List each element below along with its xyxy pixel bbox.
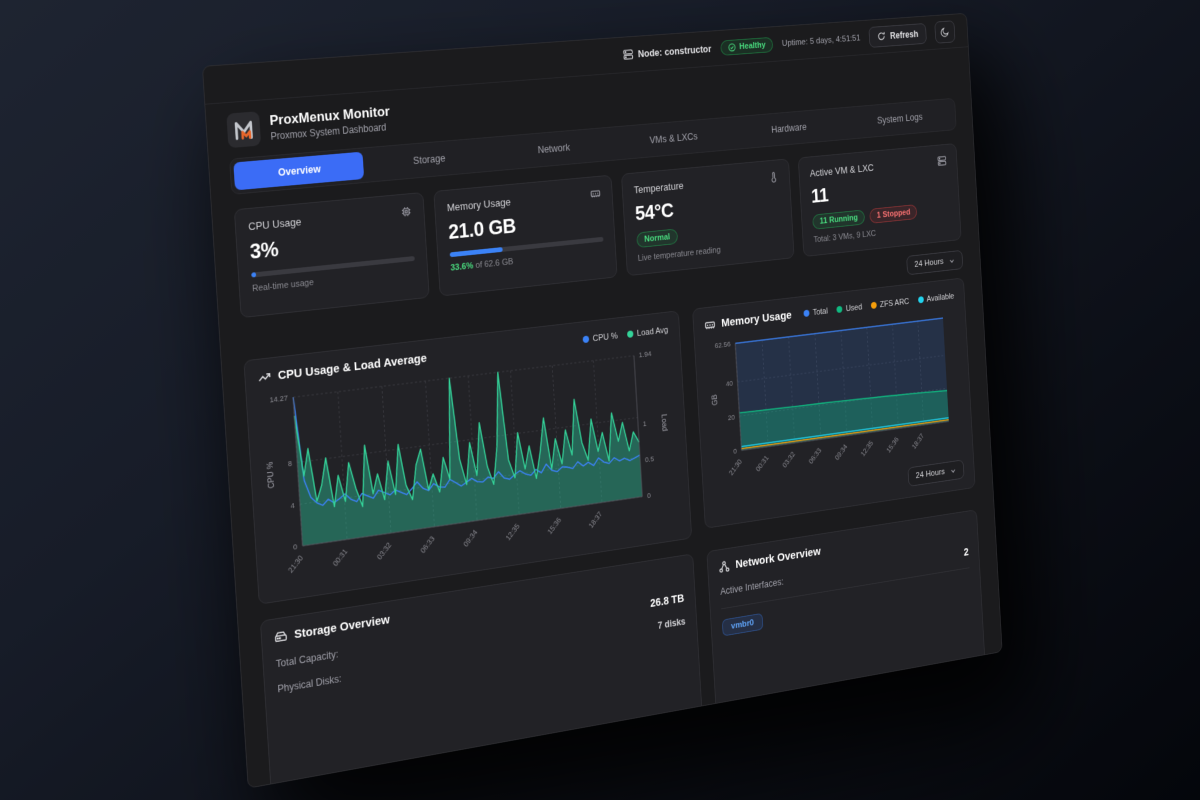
node-label: Node: constructor bbox=[638, 43, 712, 59]
memory-chart-card: Memory Usage Total Used ZFS ARC Available 0… bbox=[692, 278, 975, 529]
memory-chart-title: Memory Usage bbox=[704, 309, 792, 332]
svg-text:CPU %: CPU % bbox=[266, 461, 276, 489]
server-icon bbox=[622, 48, 633, 60]
svg-text:0: 0 bbox=[293, 542, 298, 552]
check-circle-icon bbox=[728, 42, 737, 52]
svg-text:18:37: 18:37 bbox=[910, 432, 925, 451]
network-icon bbox=[718, 560, 729, 574]
svg-text:0.5: 0.5 bbox=[645, 454, 655, 464]
refresh-button[interactable]: Refresh bbox=[869, 23, 927, 48]
svg-text:00:31: 00:31 bbox=[331, 547, 349, 568]
network-overview-card: Network Overview Active Interfaces: 2 vm… bbox=[706, 509, 986, 732]
svg-text:18:37: 18:37 bbox=[587, 510, 604, 530]
legend-item: Used bbox=[837, 302, 863, 314]
cpu-chart-legend: CPU % Load Avg bbox=[583, 325, 669, 344]
svg-text:15:36: 15:36 bbox=[885, 435, 900, 454]
thermometer-icon bbox=[768, 171, 778, 183]
time-range-select[interactable]: 24 Hours bbox=[906, 250, 963, 275]
svg-text:15:36: 15:36 bbox=[546, 516, 563, 536]
svg-text:Load: Load bbox=[660, 414, 669, 432]
vm-card-label: Active VM & LXC bbox=[810, 162, 875, 179]
svg-text:12:35: 12:35 bbox=[859, 439, 874, 458]
vms-stopped-badge: 1 Stopped bbox=[869, 204, 917, 224]
moon-icon bbox=[940, 26, 949, 37]
cpu-load-chart-card: CPU Usage & Load Average CPU % Load Avg 0… bbox=[243, 310, 692, 604]
uptime-text: Uptime: 5 days, 4:51:51 bbox=[782, 33, 861, 48]
active-vm-lxc-card: Active VM & LXC 11 11 Running 1 Stopped … bbox=[798, 143, 962, 257]
svg-text:03:32: 03:32 bbox=[375, 541, 393, 562]
svg-text:40: 40 bbox=[726, 379, 734, 388]
health-status-badge: Healthy bbox=[720, 37, 773, 56]
svg-text:62.56: 62.56 bbox=[715, 340, 731, 350]
legend-item: Total bbox=[803, 306, 828, 318]
trending-up-icon bbox=[257, 370, 271, 385]
theme-toggle-button[interactable] bbox=[934, 20, 955, 43]
refresh-icon bbox=[877, 31, 886, 41]
legend-item: Available bbox=[918, 291, 955, 304]
vms-running-badge: 11 Running bbox=[812, 209, 865, 229]
svg-text:06:33: 06:33 bbox=[419, 534, 437, 554]
svg-text:21:30: 21:30 bbox=[727, 458, 743, 477]
svg-text:1.94: 1.94 bbox=[639, 350, 653, 360]
svg-text:0: 0 bbox=[647, 491, 651, 500]
dashboard-window: Node: constructor Healthy Uptime: 5 days… bbox=[202, 13, 1003, 789]
svg-text:0: 0 bbox=[733, 447, 737, 456]
svg-text:09:34: 09:34 bbox=[462, 528, 480, 549]
server-icon bbox=[937, 155, 947, 167]
svg-text:1: 1 bbox=[643, 419, 647, 428]
cpu-icon bbox=[400, 205, 412, 218]
cpu-load-chart: 0 4 8 14.27 0 0.5 1 1.94 21:30 00:31 03:32 06:33 09:… bbox=[259, 344, 680, 591]
svg-text:03:32: 03:32 bbox=[781, 450, 797, 469]
cpu-card-label: CPU Usage bbox=[248, 215, 302, 232]
memory-card-label: Memory Usage bbox=[447, 196, 511, 214]
physical-disks-value: 7 disks bbox=[657, 616, 685, 631]
legend-item: ZFS ARC bbox=[871, 297, 910, 310]
cpu-usage-card: CPU Usage 3% Real-time usage bbox=[234, 192, 430, 318]
memory-icon bbox=[704, 318, 715, 331]
legend-item: Load Avg bbox=[627, 325, 668, 339]
memory-time-range-select[interactable]: 24 Hours bbox=[908, 460, 965, 487]
active-interfaces-count: 2 bbox=[963, 546, 968, 558]
node-indicator: Node: constructor bbox=[622, 43, 711, 61]
svg-text:09:34: 09:34 bbox=[833, 442, 849, 462]
total-capacity-value: 26.8 TB bbox=[650, 592, 685, 610]
svg-text:12:35: 12:35 bbox=[504, 522, 521, 542]
chevron-down-icon bbox=[948, 256, 955, 265]
temperature-status-badge: Normal bbox=[636, 229, 678, 248]
app-titles: ProxMenux Monitor Proxmox System Dashboa… bbox=[269, 104, 391, 143]
chevron-down-icon bbox=[950, 466, 957, 475]
svg-text:21:30: 21:30 bbox=[286, 554, 304, 575]
svg-text:20: 20 bbox=[728, 413, 736, 422]
interface-chip: vmbr0 bbox=[722, 613, 763, 636]
memory-progress-fill bbox=[450, 247, 503, 257]
svg-text:8: 8 bbox=[288, 459, 293, 469]
memory-usage-card: Memory Usage 21.0 GB 33.6% of 62.6 GB bbox=[433, 175, 617, 297]
proxmenux-logo bbox=[226, 111, 261, 148]
legend-item: CPU % bbox=[583, 331, 618, 344]
svg-text:14.27: 14.27 bbox=[269, 394, 288, 405]
svg-text:GB: GB bbox=[711, 394, 719, 406]
main-content: CPU Usage 3% Real-time usage Memory Usag… bbox=[211, 128, 1002, 788]
hard-drive-icon bbox=[274, 629, 288, 645]
svg-text:4: 4 bbox=[290, 501, 295, 511]
temperature-card-label: Temperature bbox=[633, 180, 683, 196]
cpu-progress-fill bbox=[251, 272, 256, 277]
memory-icon bbox=[590, 187, 601, 200]
svg-text:00:31: 00:31 bbox=[754, 454, 770, 473]
temperature-card: Temperature 54°C Normal Live temperature… bbox=[621, 158, 794, 276]
svg-text:06:33: 06:33 bbox=[807, 446, 823, 465]
logo-m-icon bbox=[231, 116, 256, 142]
